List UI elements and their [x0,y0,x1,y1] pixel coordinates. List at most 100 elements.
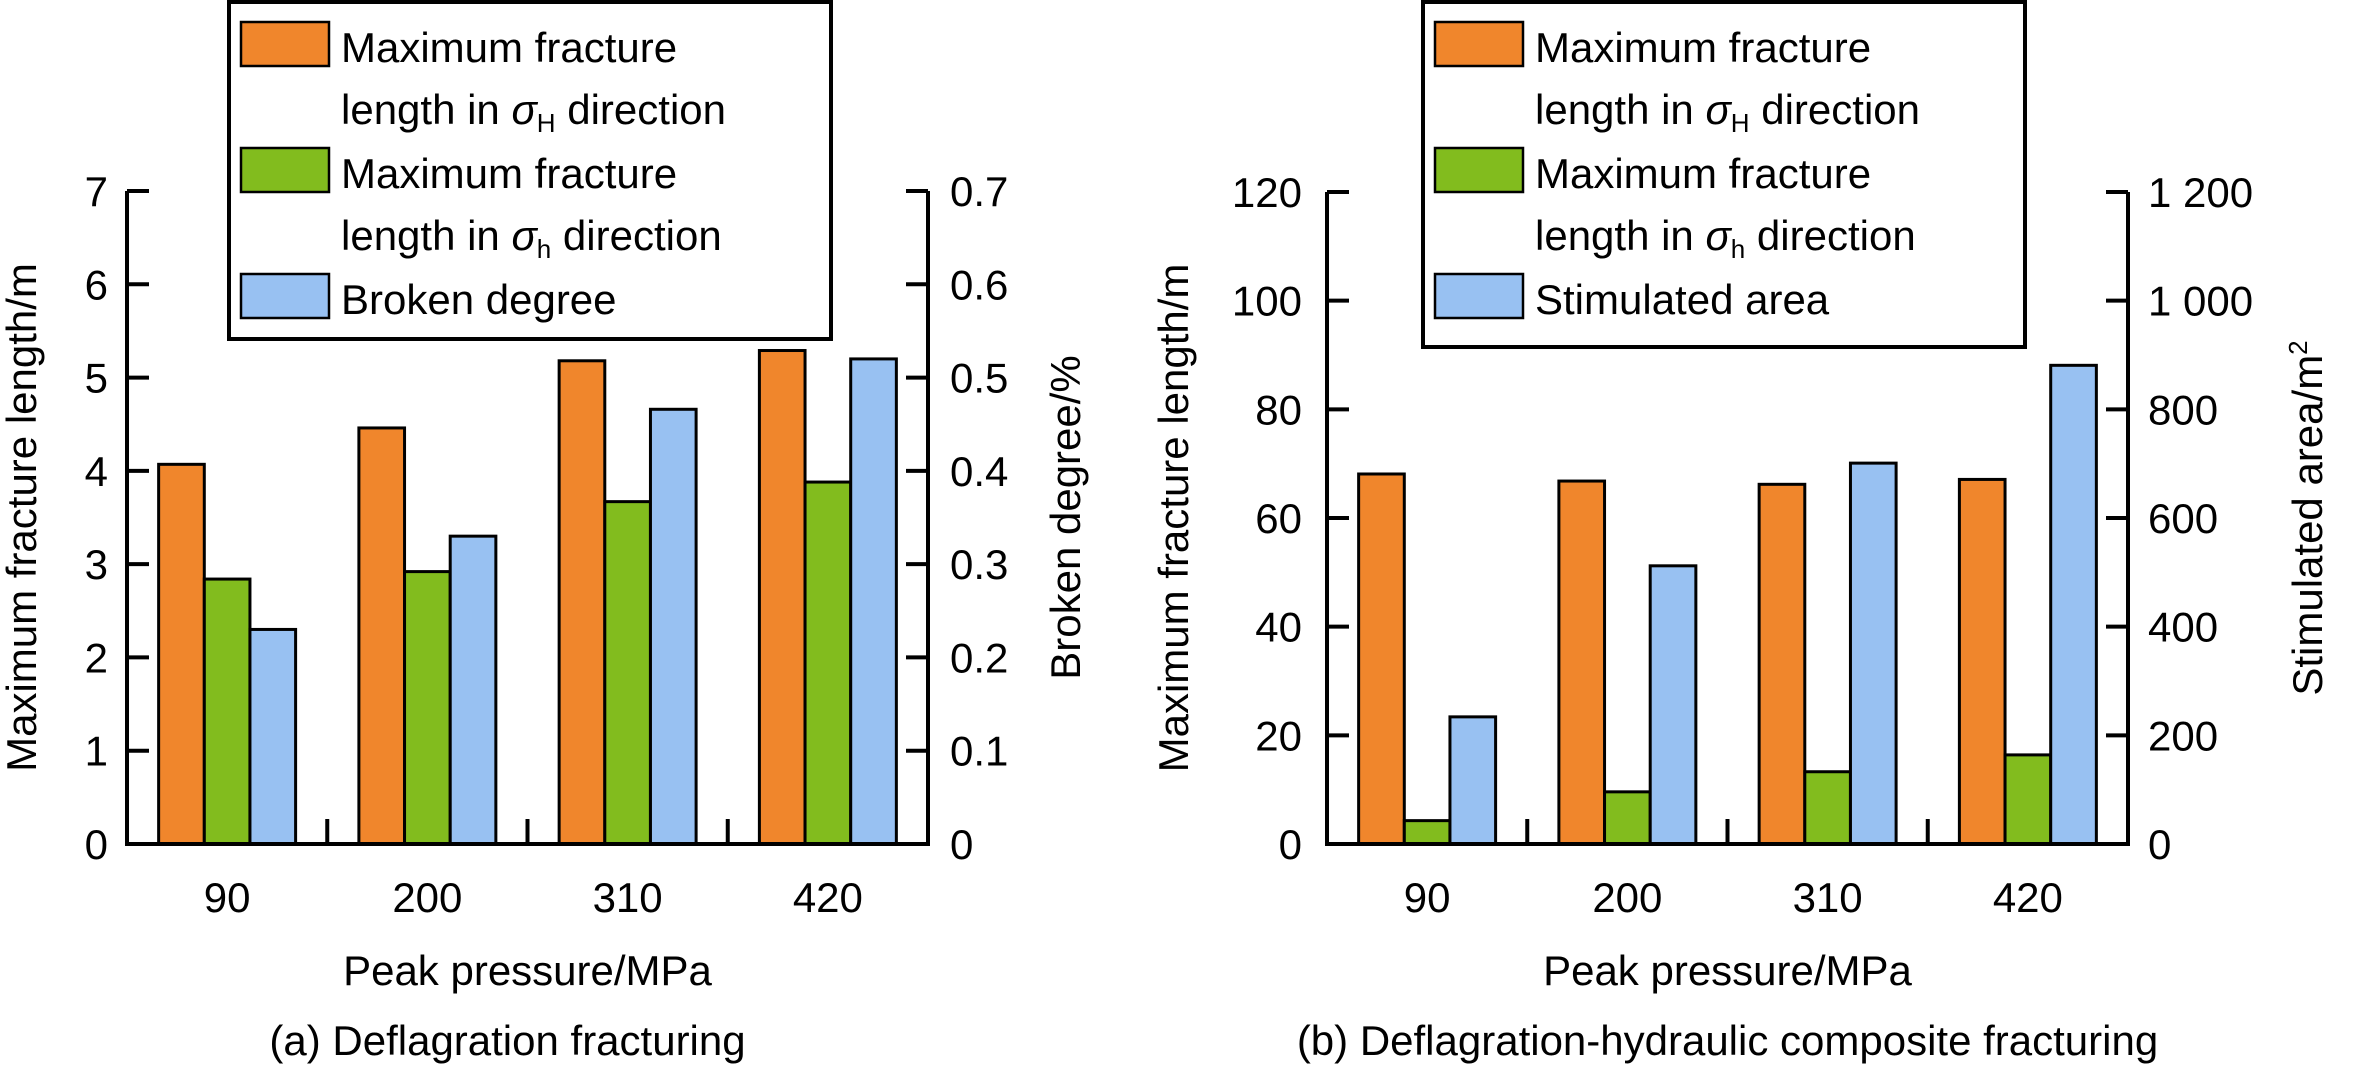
y-tick-label-left: 2 [85,634,108,681]
bar-stimulated-area-420 [2049,363,2098,846]
y-tick-label-right: 200 [2148,712,2218,759]
legend-swatch [1433,272,1525,320]
x-tick-label: 200 [392,874,462,921]
legend-item: Stimulated area [1433,272,1830,323]
x-tick-label: 420 [1993,874,2063,921]
y-tick-label-left: 7 [85,168,108,215]
x-axis-title: Peak pressure/MPa [1543,947,1912,994]
bar-broken-degree-420 [849,357,898,846]
x-tick-label: 90 [204,874,251,921]
x-axis-title: Peak pressure/MPa [343,947,712,994]
y-tick-label-right: 0.4 [950,448,1008,495]
y-tick-label-left: 40 [1255,604,1302,651]
y-tick-label-left: 20 [1255,712,1302,759]
x-tick-label: 420 [793,874,863,921]
legend-swatch [239,20,331,68]
legend-swatch [239,272,331,320]
sigma-subscript: h [1731,234,1745,264]
y-axis-title-right-sup: 2 [2283,340,2313,354]
y-tick-label-right: 0.1 [950,728,1008,775]
bar-broken-degree-90 [248,627,298,846]
x-tick-label: 310 [1793,874,1863,921]
y-tick-label-right: 600 [2148,495,2218,542]
legend-swatch [1433,146,1525,194]
y-tick-label-right: 800 [2148,386,2218,433]
bar-stimulated-area-310 [1848,461,1898,846]
bar-broken-degree-310 [648,407,698,846]
legend-item: Maximum fracture length in σH direction [1433,20,1920,138]
legend-label-direction: direction [1745,212,1915,259]
y-tick-label-right: 0.3 [950,541,1008,588]
y-tick-label-left: 5 [85,355,108,402]
sigma-subscript: h [537,234,551,264]
legend-swatch [1433,20,1525,68]
bar-broken-degree-200 [448,534,498,846]
legend-label: Maximum fracture [1535,150,1871,197]
legend-label: Broken degree [341,276,617,323]
bar-fracture-length-sigma-h-200 [403,570,452,846]
y-axis-title-left: Maximum fracture length/m [1150,264,1197,773]
y-tick-label-left: 3 [85,541,108,588]
sigma-symbol: σ [1705,86,1732,133]
y-tick-label-left: 1 [85,728,108,775]
bar-fracture-length-sigma-h-420 [803,480,853,846]
y-tick-label-right: 0.2 [950,634,1008,681]
legend-label-line2: length in σh direction [1535,212,1916,264]
y-tick-label-right: 0.5 [950,355,1008,402]
y-tick-label-left: 4 [85,448,108,495]
legend-item: Broken degree [239,272,617,323]
y-tick-label-right: 1 200 [2148,169,2253,216]
legend-label: Maximum fracture [341,24,677,71]
legend-label: Maximum fracture [341,150,677,197]
bar-fracture-length-sigma-H-310 [1757,482,1807,846]
legend-label: Stimulated area [1535,276,1830,323]
bar-fracture-length-sigma-h-310 [1803,770,1852,846]
sigma-symbol: σ [511,212,538,259]
sigma-symbol: σ [1705,212,1732,259]
legend-label-line2: length in σh direction [341,212,722,264]
bar-fracture-length-sigma-H-420 [1957,477,2007,846]
bar-fracture-length-sigma-h-200 [1603,790,1652,846]
y-axis-title-right: Stimulated area/m2 [2283,340,2331,695]
bar-fracture-length-sigma-h-420 [2003,753,2053,846]
bar-fracture-length-sigma-h-90 [202,577,252,846]
legend-item: Maximum fracture length in σH direction [239,20,726,138]
panel-a: 0 1 2 3 4 5 6 7 0 0.1 0.2 0.3 0.4 0.5 0.6 0.7 90 200 310 42… [0,0,1089,1064]
y-tick-label-left: 0 [85,821,108,868]
bar-fracture-length-sigma-H-90 [1357,472,1406,846]
bar-fracture-length-sigma-H-420 [757,349,807,846]
panel-caption: (a) Deflagration fracturing [269,1017,745,1064]
y-tick-label-left: 120 [1232,169,1302,216]
legend-label: Maximum fracture [1535,24,1871,71]
y-axis-title-right: Broken degree/% [1042,355,1089,680]
y-tick-label-right: 1 000 [2148,278,2253,325]
x-tick-label: 90 [1404,874,1451,921]
sigma-symbol: σ [511,86,538,133]
legend-item: Maximum fracture length in σh direction [1433,146,1916,264]
y-tick-label-right: 400 [2148,604,2218,651]
y-tick-label-left: 100 [1232,278,1302,325]
bar-stimulated-area-200 [1648,564,1698,846]
x-tick-label: 310 [593,874,663,921]
legend-item: Maximum fracture length in σh direction [239,146,722,264]
y-tick-label-right: 0.6 [950,261,1008,308]
bar-fracture-length-sigma-h-310 [603,500,652,846]
bar-fracture-length-sigma-H-310 [557,359,607,846]
panel-b: 0 20 40 60 80 100 120 0 200 400 600 800 1 000 1 200 90… [1150,0,2331,1064]
x-tick-label: 200 [1592,874,1662,921]
y-axis-title-left: Maximum fracture length/m [0,263,45,772]
sigma-subscript: H [537,108,556,138]
legend-label-direction: direction [1750,86,1920,133]
sigma-subscript: H [1731,108,1750,138]
bar-stimulated-area-90 [1448,715,1498,846]
legend-label-line2: length in σH direction [341,86,726,138]
y-tick-label-left: 80 [1255,386,1302,433]
legend-label-direction: direction [551,212,721,259]
y-tick-label-left: 6 [85,261,108,308]
legend-label-line2: length in σH direction [1535,86,1920,138]
bar-fracture-length-sigma-H-200 [357,426,407,846]
legend-swatch [239,146,331,194]
